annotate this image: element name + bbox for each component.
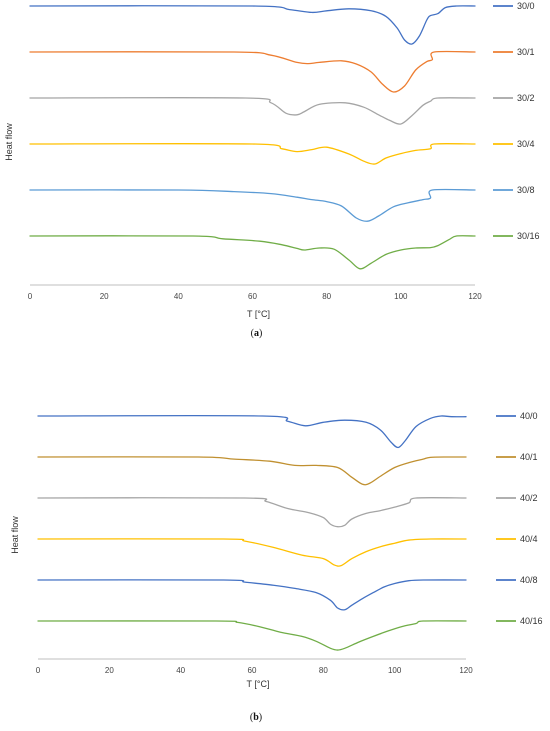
series-line-30-2 — [29, 97, 476, 125]
x-tick-label: 40 — [176, 666, 185, 675]
legend-label: 40/4 — [520, 534, 538, 544]
legend-label: 30/8 — [517, 185, 535, 195]
series-line-30-0 — [29, 5, 476, 45]
x-tick-label: 0 — [36, 666, 41, 675]
legend-label: 30/16 — [517, 231, 540, 241]
legend-label: 40/0 — [520, 411, 538, 421]
panel-label: (b) — [250, 712, 262, 723]
series-line-40-16 — [37, 620, 467, 651]
series-line-30-16 — [29, 235, 476, 270]
y-axis-label: Heat flow — [4, 123, 14, 161]
x-axis-label: T [°C] — [247, 309, 270, 319]
legend-label: 40/2 — [520, 493, 538, 503]
x-tick-label: 80 — [319, 666, 328, 675]
x-tick-label: 20 — [105, 666, 114, 675]
x-tick-label: 80 — [322, 292, 331, 301]
x-tick-label: 0 — [28, 292, 33, 301]
series-line-30-8 — [29, 188, 476, 222]
panel-label: (a) — [251, 328, 263, 339]
x-tick-label: 120 — [459, 666, 473, 675]
x-tick-label: 100 — [388, 666, 402, 675]
y-axis-label: Heat flow — [10, 516, 20, 554]
x-tick-label: 60 — [248, 666, 257, 675]
legend-label: 30/4 — [517, 139, 535, 149]
x-tick-label: 120 — [468, 292, 482, 301]
x-tick-label: 100 — [394, 292, 408, 301]
x-tick-label: 40 — [174, 292, 183, 301]
x-tick-label: 60 — [248, 292, 257, 301]
series-line-40-4 — [37, 538, 467, 567]
legend-label: 30/0 — [517, 1, 535, 11]
x-axis-label: T [°C] — [247, 679, 270, 689]
series-line-40-2 — [37, 497, 467, 528]
series-line-40-1 — [37, 456, 467, 486]
legend-label: 40/16 — [520, 616, 543, 626]
legend-label: 40/1 — [520, 452, 538, 462]
series-line-30-4 — [29, 143, 476, 165]
legend-label: 40/8 — [520, 575, 538, 585]
x-tick-label: 20 — [100, 292, 109, 301]
series-line-40-0 — [37, 414, 467, 449]
legend-label: 30/2 — [517, 93, 535, 103]
chart-b: 0 20 40 60 80 100 120 T [°C] Heat flow (b) 40/0 40/… — [10, 411, 543, 723]
series-line-40-8 — [37, 579, 467, 611]
series-line-30-1 — [29, 50, 476, 93]
legend-label: 30/1 — [517, 47, 535, 57]
chart-a: 0 20 40 60 80 100 120 T [°C] Heat flow (a) 30/0 30/… — [4, 1, 540, 339]
